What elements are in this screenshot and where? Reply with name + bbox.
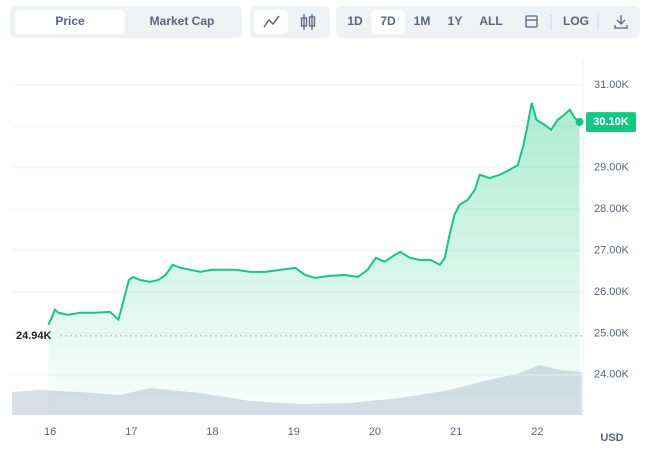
x-tick-label: 20 xyxy=(369,426,381,438)
range-btn[interactable]: 1M xyxy=(414,14,431,28)
low-label: 24.94K xyxy=(16,330,52,342)
tab-price[interactable]: Price xyxy=(55,14,85,28)
last-point xyxy=(575,117,584,126)
price-area xyxy=(48,102,580,416)
range-btn[interactable]: 1Y xyxy=(448,14,463,28)
x-tick-label: 19 xyxy=(288,426,300,438)
range-active[interactable] xyxy=(371,10,405,34)
range-btn[interactable]: 1D xyxy=(347,14,363,28)
x-tick-label: 16 xyxy=(44,426,56,438)
price-tag-label: 30.10K xyxy=(593,116,629,128)
y-tick-label: 31.00K xyxy=(594,79,630,91)
currency-label: USD xyxy=(600,432,623,444)
price-tag xyxy=(586,112,636,133)
range-btn[interactable]: ALL xyxy=(479,14,502,28)
x-tick-label: 17 xyxy=(125,426,137,438)
y-tick-label: 28.00K xyxy=(594,203,630,215)
plot: 24.00K25.00K26.00K27.00K28.00K29.00K30.0… xyxy=(12,79,636,438)
calendar-icon[interactable] xyxy=(525,15,538,28)
download-icon[interactable] xyxy=(614,15,628,29)
y-tick-label: 26.00K xyxy=(594,286,630,298)
line-icon xyxy=(263,15,280,28)
price-line xyxy=(47,102,581,326)
x-tick-label: 18 xyxy=(206,426,218,438)
x-tick-label: 21 xyxy=(450,426,462,438)
tab-market-cap[interactable]: Market Cap xyxy=(150,14,215,28)
y-tick-label: 29.00K xyxy=(594,162,630,174)
candle-icon[interactable] xyxy=(300,14,316,30)
log-btn[interactable]: LOG xyxy=(563,14,589,28)
range-btn[interactable]: 7D xyxy=(380,14,396,28)
y-tick-label: 27.00K xyxy=(594,244,630,256)
tab-active[interactable] xyxy=(15,10,125,34)
x-tick-label: 22 xyxy=(531,426,543,438)
y-tick-label: 25.00K xyxy=(594,327,630,339)
range-group xyxy=(336,6,640,38)
y-tick-label: 24.00K xyxy=(594,369,630,381)
